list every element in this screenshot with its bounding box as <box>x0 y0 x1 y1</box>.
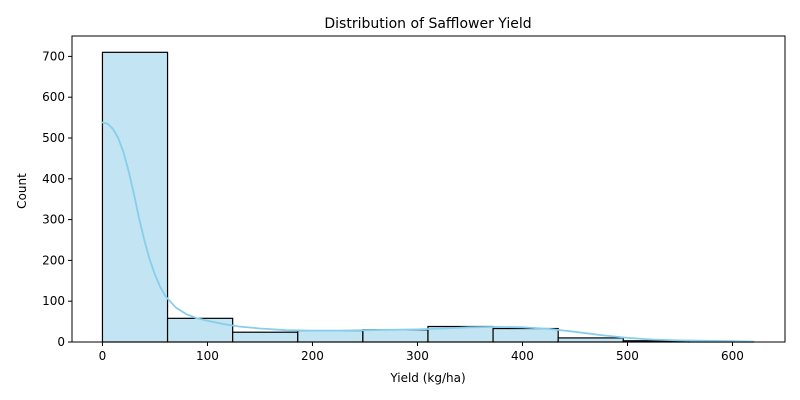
ticks-layer: 0 100 200 300 400 500 600 0 100 200 300 400 500 600 70… <box>42 49 744 363</box>
x-tick-label: 600 <box>721 349 744 363</box>
x-tick-label: 500 <box>616 349 639 363</box>
histogram-bar <box>232 331 299 343</box>
x-tick-label: 0 <box>99 349 107 363</box>
x-tick-label: 300 <box>406 349 429 363</box>
histogram-bar <box>362 329 429 343</box>
bars-layer <box>101 51 755 343</box>
y-tick-label: 700 <box>42 49 65 63</box>
x-tick-label: 100 <box>196 349 219 363</box>
kde-density-line <box>101 121 755 343</box>
kde-layer <box>101 121 755 343</box>
y-tick-label: 300 <box>42 213 65 227</box>
histogram-bar <box>492 327 559 343</box>
x-tick-label: 400 <box>511 349 534 363</box>
plot-frame <box>71 35 786 343</box>
x-tick-label: 200 <box>301 349 324 363</box>
chart-title: Distribution of Safflower Yield <box>324 16 531 32</box>
histogram-bar <box>166 317 234 343</box>
y-tick-label: 500 <box>42 131 65 145</box>
histogram-bar <box>297 329 364 343</box>
y-tick-label: 0 <box>57 335 65 349</box>
y-tick-label: 600 <box>42 90 65 104</box>
y-tick-label: 100 <box>42 294 65 308</box>
y-tick-label: 400 <box>42 172 65 186</box>
histogram-bar <box>557 337 624 343</box>
axes-layer <box>71 35 786 343</box>
y-axis-label: Count <box>15 173 29 209</box>
x-axis-label: Yield (kg/ha) <box>389 371 465 385</box>
y-tick-label: 200 <box>42 253 65 267</box>
